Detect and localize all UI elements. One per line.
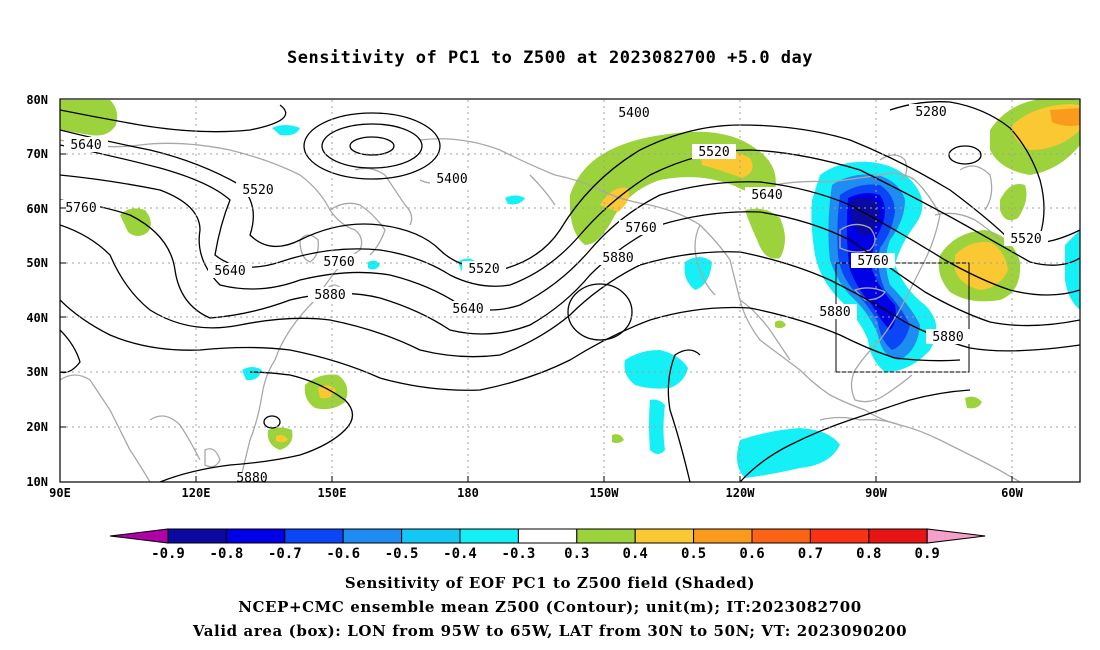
lon-label: 90W: [865, 486, 887, 500]
colorbar-swatch: [459, 528, 519, 544]
contour-label: 5760: [619, 220, 663, 236]
colorbar-tick-label: 0.5: [681, 546, 706, 562]
colorbar-swatch: [634, 528, 695, 544]
contour-label: 5640: [446, 301, 490, 317]
svg-text:5520: 5520: [1010, 232, 1041, 247]
contour-label: 5640: [208, 263, 252, 279]
contour-label: 5880: [226, 471, 276, 486]
colorbar-tick-label: -0.5: [385, 546, 419, 562]
colorbar-tick-label: -0.3: [502, 546, 536, 562]
colorbar-swatch: [225, 528, 286, 544]
longitude-labels: 90E 120E 150E 180 150W 120W 90W 60W: [49, 486, 1023, 500]
svg-text:5760: 5760: [857, 254, 888, 269]
svg-text:5520: 5520: [468, 262, 499, 277]
contour-label: 5760: [317, 254, 361, 270]
lon-label: 180: [457, 486, 479, 500]
colorbar-tick-label: 0.7: [798, 546, 823, 562]
colorbar-swatch: [809, 528, 870, 544]
colorbar-swatch: [167, 528, 227, 544]
contour-label: 5400: [430, 171, 474, 187]
colorbar-tick-label: -0.9: [151, 546, 185, 562]
lat-label: 60N: [26, 202, 48, 216]
lon-label: 120E: [182, 486, 211, 500]
plot-frame: [59, 98, 1081, 483]
colorbar-tick-label: 0.6: [739, 546, 764, 562]
svg-text:5880: 5880: [932, 330, 963, 345]
lat-lon-grid: [60, 100, 1080, 482]
svg-text:5640: 5640: [214, 264, 245, 279]
colorbar-swatch: [576, 528, 636, 544]
lat-label: 20N: [26, 420, 48, 434]
lat-label: 80N: [26, 93, 48, 107]
svg-text:5520: 5520: [698, 145, 729, 160]
colorbar-swatch: [342, 528, 403, 544]
contour-label: 5520: [1004, 231, 1048, 247]
colorbar-tick-label: -0.8: [210, 546, 244, 562]
lat-label: 30N: [26, 365, 48, 379]
colorbar-swatch: [401, 528, 461, 544]
contour-label: 5520: [462, 261, 506, 277]
svg-text:5760: 5760: [323, 255, 354, 270]
svg-text:5280: 5280: [915, 105, 946, 120]
colorbar: -0.9 -0.8 -0.7 -0.6 -0.5 -0.4 -0.3 0.3 0.4 0.5 0.6…: [109, 528, 986, 562]
colorbar-extend-low: [109, 528, 169, 544]
contour-label: 5760: [60, 200, 100, 216]
colorbar-tick-label: 0.4: [623, 546, 648, 562]
svg-text:5400: 5400: [436, 172, 467, 187]
contour-label: 5880: [596, 250, 640, 266]
svg-text:5640: 5640: [452, 302, 483, 317]
lon-label: 150E: [318, 486, 347, 500]
z500-contours: [60, 101, 1080, 482]
contour-labels: 5400 5280 5640 5520 5400 5520 5760 5640 …: [60, 104, 1048, 486]
contour-label: 5280: [909, 104, 953, 120]
colorbar-swatch: [868, 528, 928, 544]
caption-line-2: NCEP+CMC ensemble mean Z500 (Contour); u…: [238, 598, 862, 616]
colorbar-tick-label: -0.6: [326, 546, 360, 562]
map-title: Sensitivity of PC1 to Z500 at 2023082700…: [286, 48, 813, 68]
contour-label: 5640: [64, 137, 108, 153]
colorbar-tick-label: 0.8: [856, 546, 881, 562]
colorbar-swatch: [517, 528, 578, 544]
lon-label: 90E: [49, 486, 71, 500]
colorbar-swatch: [693, 528, 753, 544]
svg-text:5520: 5520: [242, 183, 273, 198]
svg-text:5880: 5880: [819, 305, 850, 320]
contour-label: 5640: [745, 187, 789, 203]
svg-text:5880: 5880: [314, 288, 345, 303]
caption-line-1: Sensitivity of EOF PC1 to Z500 field (Sh…: [344, 574, 756, 592]
lon-label: 60W: [1001, 486, 1023, 500]
colorbar-tick-label: -0.7: [268, 546, 302, 562]
svg-text:5400: 5400: [618, 106, 649, 121]
contour-label: 5760: [851, 253, 895, 269]
contour-label: 5520: [692, 144, 736, 160]
contour-label: 5400: [612, 105, 656, 121]
colorbar-swatch: [751, 528, 811, 544]
lon-label: 120W: [726, 486, 756, 500]
shaded-sensitivity: [60, 99, 1080, 478]
svg-text:5760: 5760: [625, 221, 656, 236]
colorbar-swatch: [284, 528, 344, 544]
colorbar-extend-high: [926, 528, 986, 544]
lat-label: 70N: [26, 147, 48, 161]
svg-text:5880: 5880: [602, 251, 633, 266]
svg-text:5760: 5760: [65, 201, 96, 216]
lat-label: 10N: [26, 475, 48, 489]
svg-text:5640: 5640: [70, 138, 101, 153]
caption-line-3: Valid area (box): LON from 95W to 65W, L…: [192, 622, 908, 640]
contour-label: 5880: [308, 287, 352, 303]
colorbar-tick-label: 0.9: [915, 546, 940, 562]
svg-text:5640: 5640: [751, 188, 782, 203]
colorbar-tick-label: 0.3: [564, 546, 589, 562]
svg-text:5880: 5880: [236, 471, 267, 486]
latitude-labels: 80N 70N 60N 50N 40N 30N 20N 10N: [26, 93, 48, 489]
lon-label: 150W: [590, 486, 620, 500]
lat-label: 40N: [26, 311, 48, 325]
colorbar-tick-label: -0.4: [443, 546, 477, 562]
lat-label: 50N: [26, 256, 48, 270]
contour-label: 5880: [926, 329, 970, 345]
contour-label: 5880: [813, 304, 857, 320]
contour-label: 5520: [236, 182, 280, 198]
